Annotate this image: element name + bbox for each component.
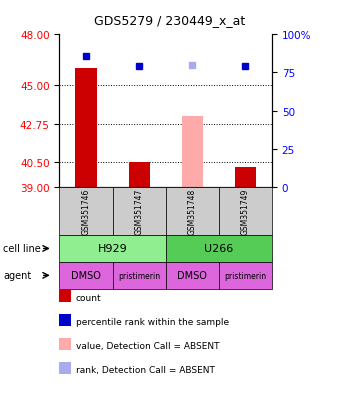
Text: DMSO: DMSO: [71, 271, 101, 281]
Text: U266: U266: [204, 244, 234, 254]
Text: agent: agent: [3, 271, 32, 281]
Text: GDS5279 / 230449_x_at: GDS5279 / 230449_x_at: [95, 14, 245, 27]
Bar: [75, 69, 97, 188]
Text: GSM351748: GSM351748: [188, 189, 197, 235]
Text: GSM351746: GSM351746: [82, 188, 90, 235]
Text: pristimerin: pristimerin: [224, 271, 267, 280]
Text: count: count: [76, 293, 101, 302]
Text: pristimerin: pristimerin: [118, 271, 160, 280]
Text: DMSO: DMSO: [177, 271, 207, 281]
Text: value, Detection Call = ABSENT: value, Detection Call = ABSENT: [76, 341, 219, 350]
Text: H929: H929: [98, 244, 128, 254]
Text: cell line: cell line: [3, 244, 41, 254]
Text: percentile rank within the sample: percentile rank within the sample: [76, 317, 229, 326]
Text: rank, Detection Call = ABSENT: rank, Detection Call = ABSENT: [76, 365, 215, 374]
Bar: [129, 162, 150, 188]
Bar: [235, 168, 256, 188]
Bar: [182, 116, 203, 188]
Text: GSM351747: GSM351747: [135, 188, 144, 235]
Text: GSM351749: GSM351749: [241, 188, 250, 235]
